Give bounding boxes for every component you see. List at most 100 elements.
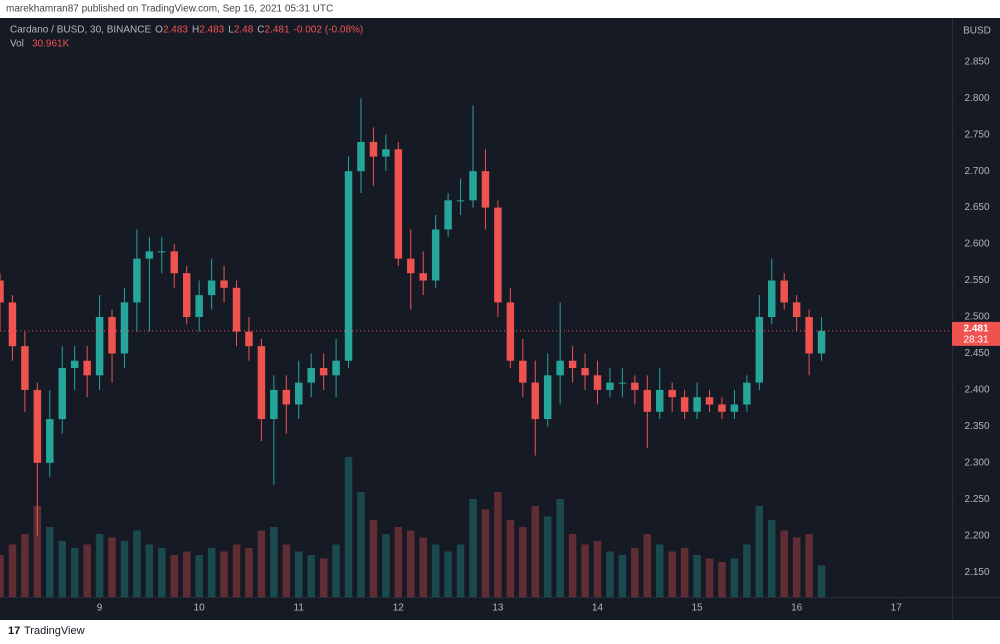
candle-body bbox=[469, 171, 477, 201]
x-tick-label: 10 bbox=[194, 603, 206, 614]
candle-body bbox=[307, 368, 315, 383]
volume-bar bbox=[332, 544, 340, 597]
candle-body bbox=[58, 368, 66, 420]
candle-body bbox=[108, 316, 116, 354]
candle-body bbox=[643, 389, 652, 412]
candle-body bbox=[817, 330, 826, 354]
candle-body bbox=[780, 280, 788, 303]
volume-bar bbox=[8, 544, 17, 597]
footer-logo: 17 bbox=[8, 625, 20, 637]
volume-bar bbox=[431, 544, 440, 597]
volume-bar bbox=[643, 534, 652, 597]
volume-bar bbox=[120, 541, 129, 597]
candle-body bbox=[606, 382, 614, 390]
volume-bar bbox=[182, 551, 191, 597]
candle-body bbox=[257, 346, 266, 420]
candle-body bbox=[618, 382, 627, 384]
volume-bar bbox=[506, 520, 515, 597]
volume-bar bbox=[108, 537, 116, 597]
volume-bar bbox=[655, 544, 664, 597]
x-tick-label: 16 bbox=[791, 603, 803, 614]
volume-bar bbox=[593, 541, 602, 597]
header-field-label: O bbox=[155, 25, 163, 36]
candle-body bbox=[170, 251, 179, 274]
y-tick-label: 2.800 bbox=[964, 93, 989, 104]
candle-body bbox=[282, 389, 291, 405]
candle-body bbox=[792, 302, 801, 317]
candle-body bbox=[382, 149, 390, 157]
candle-body bbox=[556, 360, 564, 376]
header-change: -0.002 bbox=[294, 25, 323, 36]
last-price-label: 2.481 bbox=[963, 323, 988, 334]
candle-body bbox=[133, 258, 141, 303]
candle-body bbox=[220, 280, 228, 288]
volume-bar bbox=[531, 506, 539, 597]
candle-body bbox=[494, 207, 502, 303]
volume-bar bbox=[245, 548, 253, 597]
volume-bar bbox=[382, 534, 390, 597]
volume-bar bbox=[344, 457, 353, 597]
candle-body bbox=[344, 171, 353, 361]
volume-bar bbox=[631, 548, 639, 597]
volume-label: Vol bbox=[10, 39, 24, 50]
candle-body bbox=[0, 280, 4, 303]
volume-bar bbox=[407, 530, 415, 597]
footer-brand: TradingView bbox=[24, 625, 85, 637]
candle-body bbox=[182, 273, 191, 317]
y-tick-label: 2.150 bbox=[964, 567, 989, 578]
volume-bar bbox=[307, 555, 315, 597]
volume-bar bbox=[743, 544, 751, 597]
y-tick-label: 2.850 bbox=[964, 56, 989, 67]
chart-title: Cardano / BUSD, 30, BINANCE bbox=[10, 25, 151, 36]
candle-body bbox=[705, 397, 714, 405]
y-tick-label: 2.300 bbox=[964, 457, 989, 468]
candle-body bbox=[768, 280, 776, 317]
y-tick-label: 2.700 bbox=[964, 166, 989, 177]
volume-bar bbox=[444, 551, 452, 597]
footer-bar bbox=[0, 620, 1000, 644]
candle-body bbox=[120, 302, 129, 354]
x-tick-label: 13 bbox=[492, 603, 504, 614]
volume-bar bbox=[755, 506, 764, 597]
y-tick-label: 2.350 bbox=[964, 421, 989, 432]
x-tick-label: 11 bbox=[294, 603, 305, 614]
header-field-value: 2.483 bbox=[199, 25, 224, 36]
volume-bar bbox=[21, 534, 29, 597]
volume-bar bbox=[158, 548, 166, 597]
volume-bar bbox=[319, 558, 328, 597]
volume-bar bbox=[195, 555, 203, 597]
candle-body bbox=[680, 397, 689, 412]
y-tick-label: 2.400 bbox=[964, 385, 989, 396]
candle-body bbox=[631, 382, 639, 390]
header-change-percent: (-0.08%) bbox=[325, 25, 363, 36]
candle-body bbox=[195, 295, 203, 317]
volume-bar bbox=[792, 537, 801, 597]
candle-body bbox=[730, 404, 739, 412]
header-field-label: L bbox=[228, 25, 234, 36]
y-tick-label: 2.650 bbox=[964, 202, 989, 213]
volume-bar bbox=[456, 544, 465, 597]
volume-bar bbox=[494, 492, 502, 597]
volume-bar bbox=[83, 544, 91, 597]
volume-bar bbox=[519, 527, 527, 597]
x-tick-label: 14 bbox=[592, 603, 604, 614]
candle-body bbox=[394, 149, 403, 259]
volume-bar bbox=[730, 558, 739, 597]
volume-bar bbox=[145, 544, 154, 597]
candle-body bbox=[456, 200, 465, 202]
volume-bar bbox=[568, 534, 577, 597]
volume-bar bbox=[58, 541, 66, 597]
y-tick-label: 2.750 bbox=[964, 129, 989, 140]
candle-body bbox=[33, 389, 42, 463]
candle-body bbox=[270, 389, 278, 420]
countdown-label: 28:31 bbox=[963, 334, 988, 345]
candle-body bbox=[8, 302, 17, 347]
volume-bar bbox=[693, 555, 701, 597]
volume-bar bbox=[369, 520, 378, 597]
volume-bar bbox=[805, 534, 813, 597]
candle-body bbox=[531, 382, 539, 420]
volume-bar bbox=[46, 527, 54, 597]
volume-bar bbox=[817, 565, 826, 597]
candle-body bbox=[419, 273, 427, 281]
